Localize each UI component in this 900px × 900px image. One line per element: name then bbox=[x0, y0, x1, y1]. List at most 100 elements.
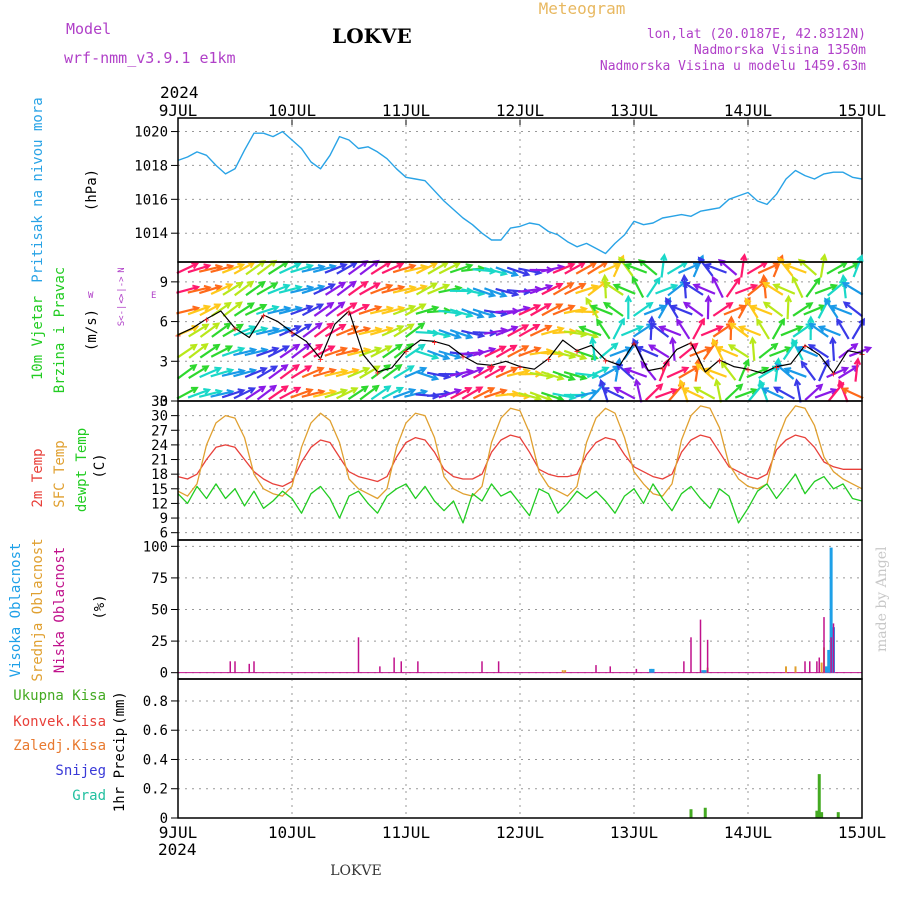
wind-arrow bbox=[758, 365, 779, 379]
wind-arrow bbox=[667, 280, 687, 297]
wind-arrow bbox=[415, 262, 437, 275]
wind-arrow bbox=[643, 305, 666, 316]
wind-arrow bbox=[404, 367, 426, 379]
wind-arrow bbox=[369, 307, 393, 315]
wind-dir-key-north: N bbox=[117, 267, 127, 272]
wind-arrow-head bbox=[711, 337, 719, 346]
wind-arrow-head bbox=[544, 303, 552, 310]
wind-arrow bbox=[405, 322, 425, 338]
wind-arrow-head bbox=[783, 367, 792, 375]
wind-arrow bbox=[775, 363, 795, 380]
year-bottom: 2024 bbox=[158, 840, 197, 859]
mid-cloud-bar bbox=[564, 670, 567, 673]
y-tick-label: 100 bbox=[143, 539, 168, 555]
wind-arrow bbox=[518, 324, 540, 338]
wind-arrow-head bbox=[465, 263, 474, 271]
y-tick-label: 0 bbox=[160, 666, 168, 682]
wind-arrow bbox=[598, 365, 620, 379]
y-tick-label: 15 bbox=[151, 482, 168, 498]
wind-arrow bbox=[725, 277, 741, 298]
wind-arrow bbox=[268, 385, 288, 401]
wind-arrow-head bbox=[853, 357, 862, 366]
wind-arrow bbox=[359, 282, 380, 296]
wind-arrow-head bbox=[282, 283, 291, 291]
wind-arrow-head bbox=[610, 342, 619, 350]
wind-arrow bbox=[591, 338, 597, 361]
wind-arrow bbox=[267, 327, 290, 336]
wind-arrow bbox=[575, 285, 598, 295]
panel-border bbox=[177, 400, 863, 541]
high-cloud-bar bbox=[827, 649, 831, 673]
wind-arrow bbox=[518, 391, 541, 401]
y-tick-label: 1016 bbox=[134, 192, 168, 208]
legend-total-precip: Ukupna Kisa bbox=[13, 688, 106, 704]
wind-dir-key-arrows: <-|-> bbox=[117, 276, 127, 304]
wind-gust-marker: + bbox=[574, 347, 580, 358]
wind-arrow-head bbox=[532, 324, 541, 331]
wind-arrow bbox=[826, 261, 848, 275]
wind-arrow-head bbox=[293, 262, 302, 270]
wind-arrow bbox=[723, 304, 746, 316]
wind-arrow bbox=[382, 364, 402, 380]
wind-arrow bbox=[763, 281, 784, 296]
wind-arrow bbox=[438, 350, 461, 359]
wind-arrow bbox=[392, 264, 415, 274]
wind-arrow-head bbox=[601, 366, 610, 374]
y-tick-label: 24 bbox=[151, 438, 168, 454]
wind-arrow-head bbox=[303, 343, 312, 351]
wind-arrow bbox=[370, 385, 391, 401]
wind-arrow-head bbox=[203, 263, 212, 271]
wind-gust-marker: + bbox=[745, 365, 751, 376]
wind-arrow bbox=[808, 344, 829, 359]
wind-arrow bbox=[609, 347, 632, 358]
wind-arrow-head bbox=[488, 346, 497, 354]
wind-arrow bbox=[267, 284, 290, 295]
wind-arrow-head bbox=[317, 284, 326, 292]
wind-arrow bbox=[604, 302, 624, 317]
wind-arrow bbox=[530, 303, 551, 317]
wind-arrow bbox=[187, 264, 210, 274]
wind-arrow bbox=[427, 349, 449, 360]
wind-arrow-head bbox=[189, 364, 198, 372]
wind-arrow bbox=[222, 301, 242, 318]
wind-gust-marker: + bbox=[289, 328, 295, 339]
wind-arrow-head bbox=[499, 290, 508, 298]
y-tick-label: 18 bbox=[151, 467, 168, 483]
wind-arrow-head bbox=[201, 365, 210, 373]
wind-arrow bbox=[660, 254, 666, 278]
wind-arrow bbox=[449, 369, 473, 377]
wind-arrow bbox=[518, 304, 540, 316]
wind-arrow bbox=[842, 387, 864, 400]
wind-arrow-head bbox=[713, 378, 722, 387]
wind-dir-key-south: S<-|-> bbox=[117, 293, 127, 326]
wind-arrow-head bbox=[315, 343, 324, 351]
wind-arrow-head bbox=[653, 276, 661, 285]
wind-arrow bbox=[370, 345, 392, 358]
low-cloud-bar bbox=[690, 637, 692, 673]
wind-arrow bbox=[756, 319, 770, 340]
wind-arrow-head bbox=[579, 353, 588, 361]
wind-arrow bbox=[744, 298, 759, 319]
wind-arrow-head bbox=[783, 262, 792, 270]
wind-arrow bbox=[313, 322, 334, 338]
wind-gust-marker: + bbox=[688, 339, 694, 350]
wind-arrow-head bbox=[190, 386, 199, 394]
wind-arrow bbox=[324, 389, 347, 399]
low-cloud-bar bbox=[379, 666, 381, 673]
wind-arrow-head bbox=[715, 345, 724, 353]
wind-arrow bbox=[176, 306, 199, 315]
wind-arrow-head bbox=[315, 322, 323, 330]
wind-arrow bbox=[392, 286, 416, 294]
y-tick-label: 1014 bbox=[134, 226, 168, 242]
wind-arrow-head bbox=[555, 303, 564, 311]
wind-arrow bbox=[729, 344, 750, 359]
wind-arrow bbox=[381, 386, 403, 400]
wind-arrow-head bbox=[727, 315, 735, 324]
wind-arrow-head bbox=[499, 388, 508, 396]
top-date-label: 12JUL bbox=[496, 101, 544, 120]
wind-arrow-head bbox=[465, 332, 474, 340]
wind-arrow bbox=[267, 260, 289, 275]
wind-arrow-head bbox=[431, 305, 440, 313]
wind-arrow-head bbox=[828, 304, 837, 312]
wind-arrow bbox=[234, 280, 254, 297]
